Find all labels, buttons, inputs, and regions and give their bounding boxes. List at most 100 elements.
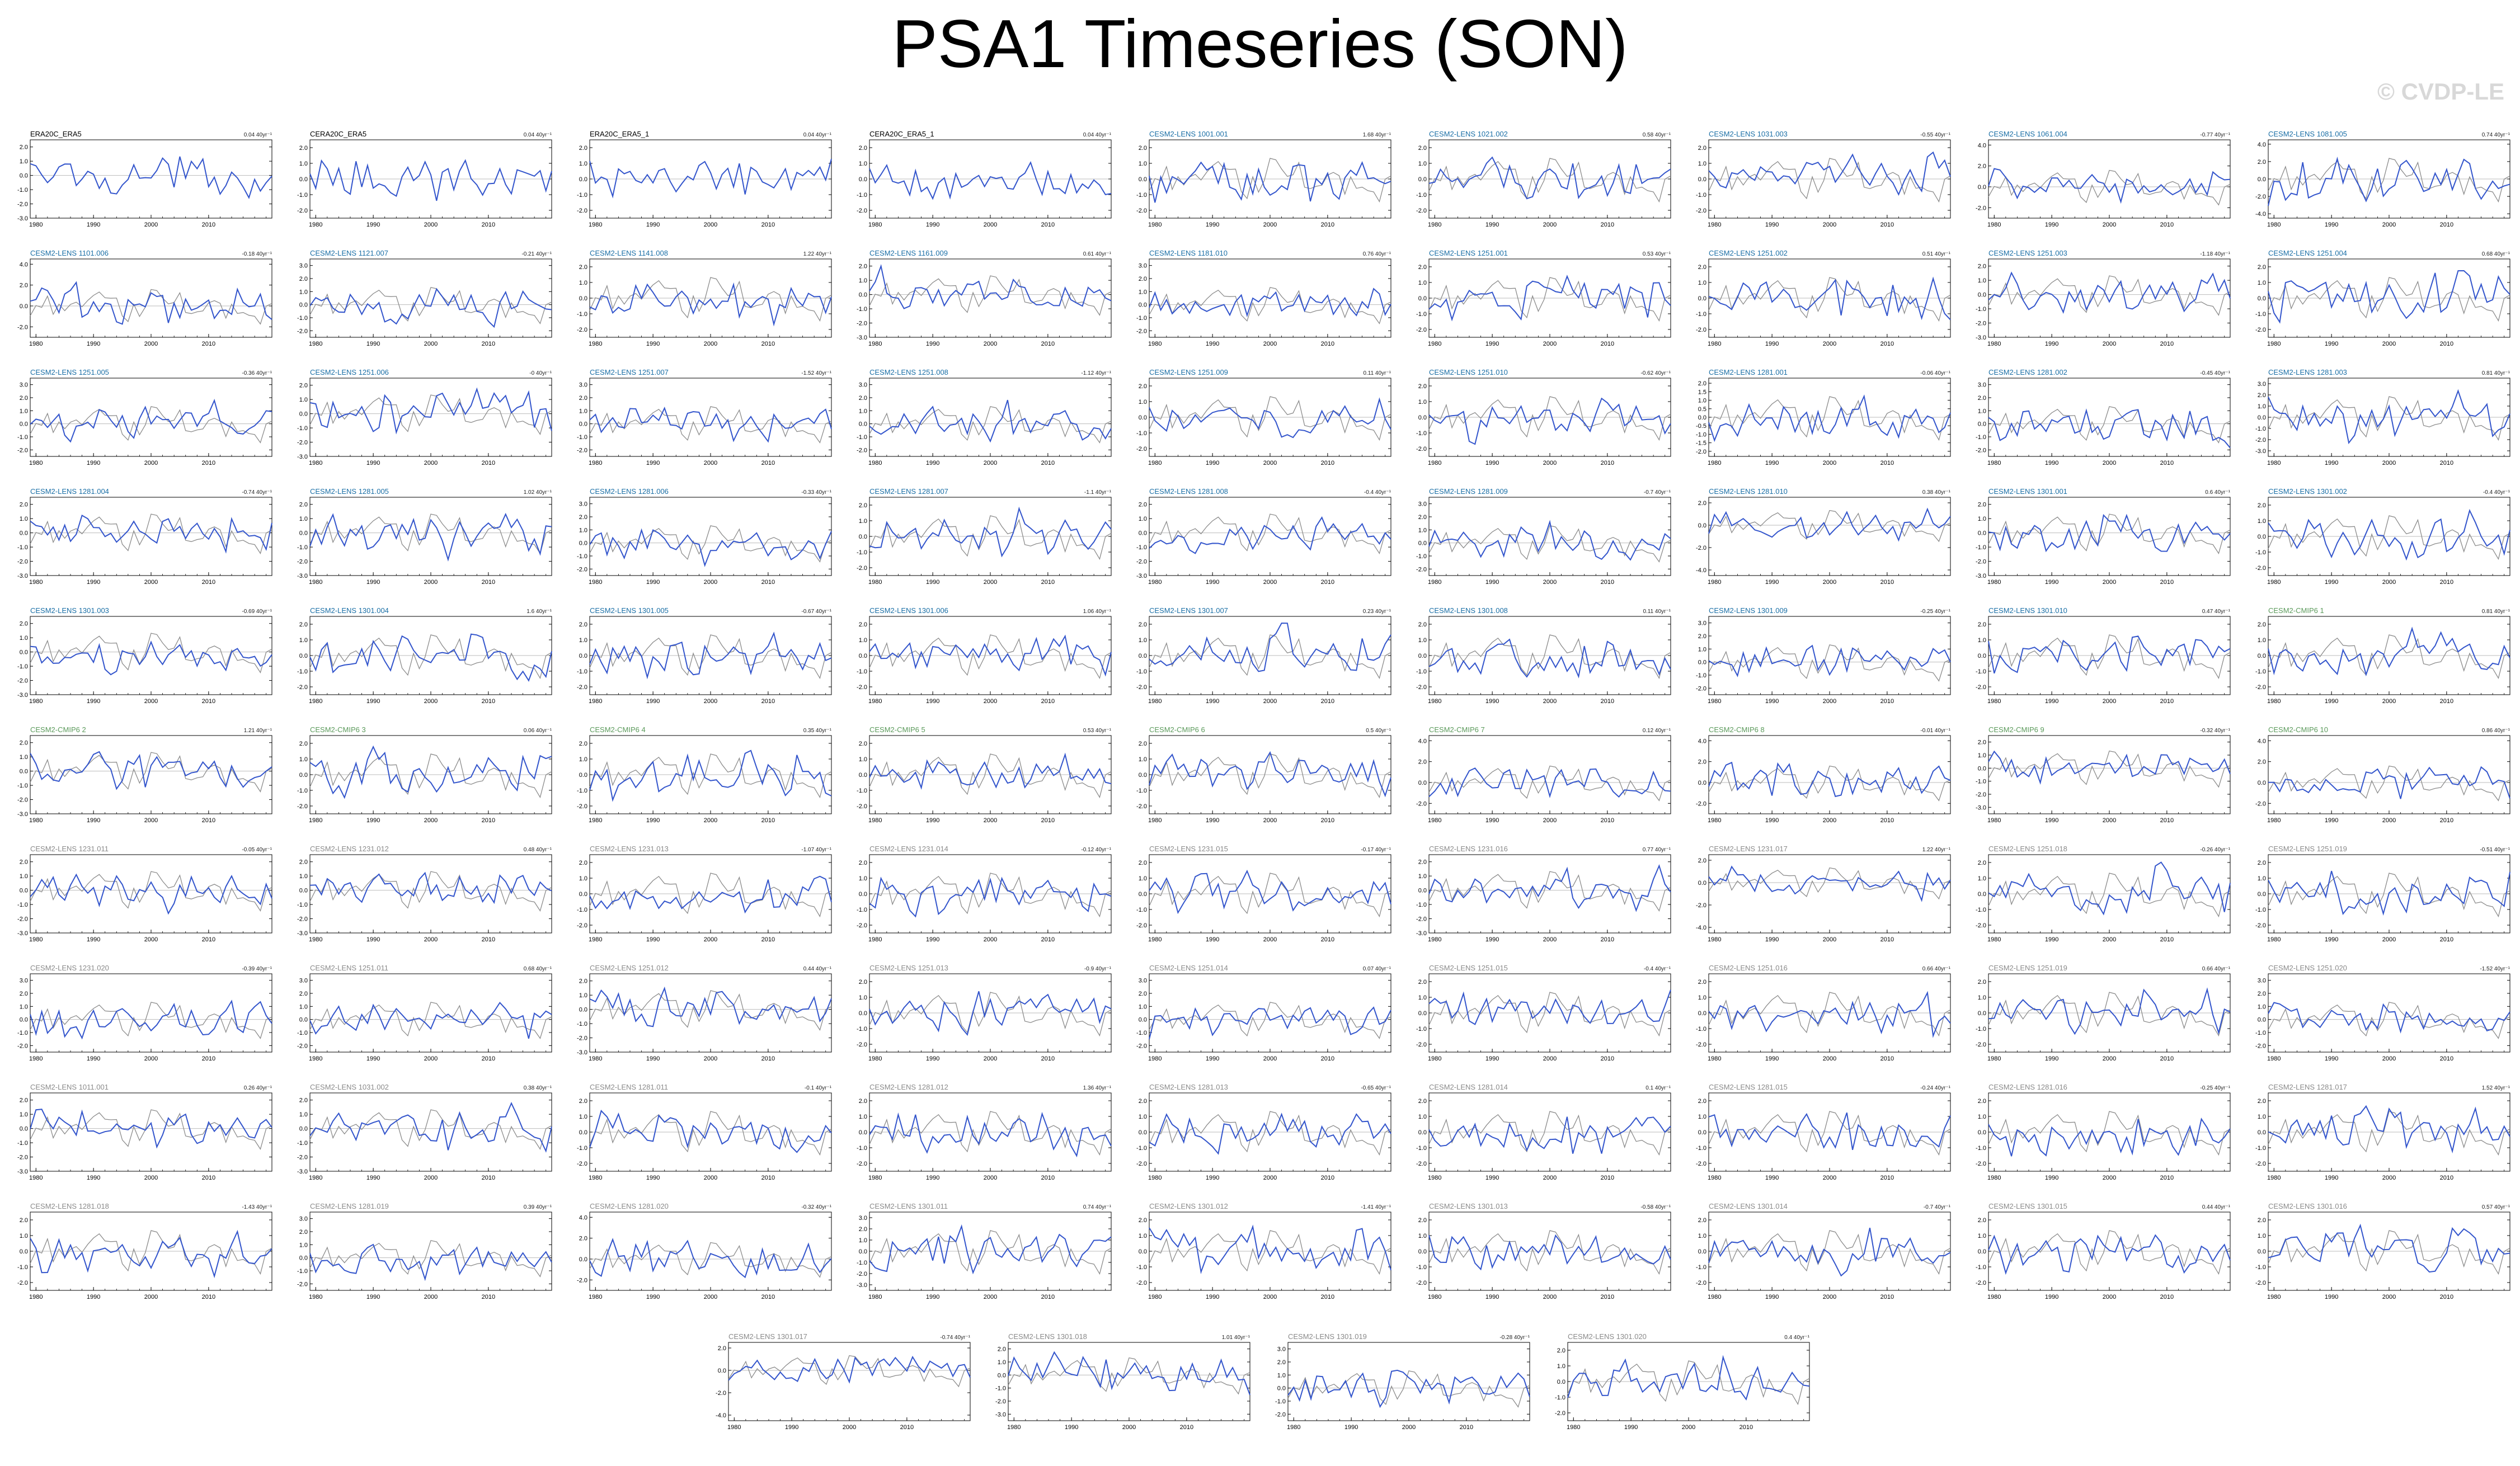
panel-title: CESM2-LENS 1251.019 (2268, 845, 2347, 853)
y-tick-label: 3.0 (299, 1216, 308, 1223)
obs-series-line (1149, 396, 1391, 441)
y-tick-label: 2.0 (2258, 502, 2266, 509)
panel-trend: 0.53 40yr⁻¹ (1083, 728, 1112, 734)
model-series-line (1708, 394, 1951, 442)
panel-trend: 0.66 40yr⁻¹ (2202, 966, 2231, 972)
y-tick-label: 0.0 (859, 1248, 867, 1255)
obs-series-line (1428, 1230, 1671, 1275)
x-tick-label: 2010 (2440, 579, 2453, 586)
model-series-line (309, 745, 552, 799)
y-tick-label: -1.0 (17, 783, 28, 789)
panel-frame (1428, 497, 1671, 576)
x-tick-label: 2010 (1321, 698, 1334, 705)
panel-title: CESM2-LENS 1031.002 (310, 1083, 389, 1091)
y-tick-label: 0.0 (579, 176, 587, 183)
panel-trend: 0.39 40yr⁻¹ (524, 1204, 552, 1210)
panel-trend: 1.02 40yr⁻¹ (524, 489, 552, 496)
panel-title: CESM2-CMIP6 9 (1988, 725, 2044, 734)
panel-trend: -0.01 40yr⁻¹ (1920, 728, 1950, 734)
y-tick-label: 0.0 (579, 1256, 587, 1263)
y-tick-label: -2.0 (297, 803, 308, 810)
y-tick-label: -2.0 (297, 328, 308, 334)
panel-frame (1428, 735, 1671, 814)
y-tick-label: 1.0 (1978, 408, 1986, 414)
y-tick-label: -1.0 (857, 788, 867, 794)
y-tick-label: -2.0 (857, 320, 867, 327)
x-tick-label: 2010 (761, 936, 775, 943)
x-tick-label: 1980 (1287, 1424, 1300, 1431)
panel-trend: 0.07 40yr⁻¹ (1363, 966, 1391, 972)
model-series-line (1428, 638, 1671, 678)
y-tick-label: 1.0 (579, 280, 587, 286)
y-tick-label: -2.0 (577, 1277, 587, 1284)
model-series-line (30, 1109, 272, 1149)
y-tick-label: 1.0 (1978, 752, 1986, 759)
y-tick-label: 2.0 (579, 264, 587, 271)
x-tick-label: 1990 (366, 341, 380, 347)
y-tick-label: 1.0 (859, 408, 867, 414)
model-series-line (589, 1238, 832, 1279)
y-tick-label: 3.0 (299, 978, 308, 984)
x-tick-label: 2010 (202, 221, 215, 228)
x-tick-label: 2000 (2382, 579, 2396, 586)
x-tick-label: 1980 (2267, 1175, 2281, 1181)
panel: CESM2-LENS 1281.011 -0.1 40yr⁻¹ 2.0 1.0 0.0 -… (577, 1083, 832, 1181)
panel-trend: -0.7 40yr⁻¹ (1644, 489, 1671, 496)
x-tick-label: 1990 (87, 936, 100, 943)
x-tick-label: 2010 (761, 341, 775, 347)
panel: CESM2-LENS 1161.009 0.61 40yr⁻¹ 2.0 1.0 0.0 -… (857, 249, 1112, 347)
y-tick-label: 0.0 (1978, 1010, 1986, 1017)
x-tick-label: 1980 (1148, 460, 1162, 466)
model-series-line (1287, 1369, 1530, 1408)
x-tick-label: 2000 (424, 1294, 438, 1300)
x-tick-label: 1990 (2325, 936, 2338, 943)
y-tick-label: 2.0 (1418, 383, 1427, 390)
obs-series-line (309, 513, 552, 554)
y-tick-label: 0.0 (1978, 765, 1986, 772)
x-tick-label: 2000 (1263, 817, 1277, 824)
model-series-line (2268, 870, 2510, 916)
x-tick-label: 1980 (868, 817, 882, 824)
panel-trend: -0.25 40yr⁻¹ (2200, 1085, 2230, 1091)
x-tick-label: 2010 (1041, 1175, 1055, 1181)
x-tick-label: 2010 (202, 698, 215, 705)
panel: CESM2-LENS 1301.014 -0.7 40yr⁻¹ 2.0 1.0 0.0 -… (1696, 1202, 1951, 1300)
x-tick-label: 1980 (309, 1175, 322, 1181)
x-tick-label: 1980 (589, 698, 602, 705)
panel: CESM2-LENS 1281.009 -0.7 40yr⁻¹ 3.0 2.0 1.0 0… (1416, 487, 1671, 586)
y-tick-label: -2.0 (716, 1390, 726, 1397)
x-tick-label: 2010 (1601, 1055, 1614, 1062)
y-tick-label: 2.0 (1978, 621, 1986, 628)
model-series-line (1988, 635, 2231, 674)
y-tick-label: 2.0 (1139, 991, 1147, 997)
x-tick-label: 1990 (2325, 1175, 2338, 1181)
y-tick-label: 2.0 (299, 1097, 308, 1104)
y-tick-label: -1.0 (1976, 668, 1986, 675)
panel-trend: 0.81 40yr⁻¹ (2482, 609, 2510, 615)
panel-title: CESM2-CMIP6 6 (1149, 725, 1205, 734)
panel-title: CESM2-LENS 1251.014 (1149, 964, 1228, 972)
x-tick-label: 2010 (1321, 460, 1334, 466)
model-series-line (30, 1229, 272, 1279)
y-tick-label: 1.0 (1139, 1233, 1147, 1239)
x-tick-label: 2000 (1823, 698, 1836, 705)
x-tick-label: 1990 (87, 817, 100, 824)
x-tick-label: 2010 (761, 1175, 775, 1181)
panel: CESM2-LENS 1281.005 1.02 40yr⁻¹ 2.0 1.0 0.0 -… (297, 487, 552, 586)
y-tick-label: 4.0 (2258, 738, 2266, 744)
panel-trend: -0.05 40yr⁻¹ (242, 847, 272, 853)
panel-frame (1708, 497, 1951, 576)
x-tick-label: 1980 (1148, 1055, 1162, 1062)
x-tick-label: 2010 (482, 1175, 495, 1181)
panel-frame (1008, 1342, 1250, 1421)
y-tick-label: -2.0 (1136, 684, 1147, 691)
y-tick-label: 2.0 (859, 263, 867, 270)
x-tick-label: 1990 (366, 1294, 380, 1300)
x-tick-label: 1980 (1428, 579, 1441, 586)
y-tick-label: 2.0 (1139, 741, 1147, 747)
x-tick-label: 2010 (1601, 460, 1614, 466)
x-tick-label: 1980 (29, 579, 43, 586)
y-tick-label: 0.0 (20, 649, 28, 656)
panel-title: CESM2-LENS 1281.017 (2268, 1083, 2347, 1091)
x-tick-label: 2000 (2382, 341, 2396, 347)
